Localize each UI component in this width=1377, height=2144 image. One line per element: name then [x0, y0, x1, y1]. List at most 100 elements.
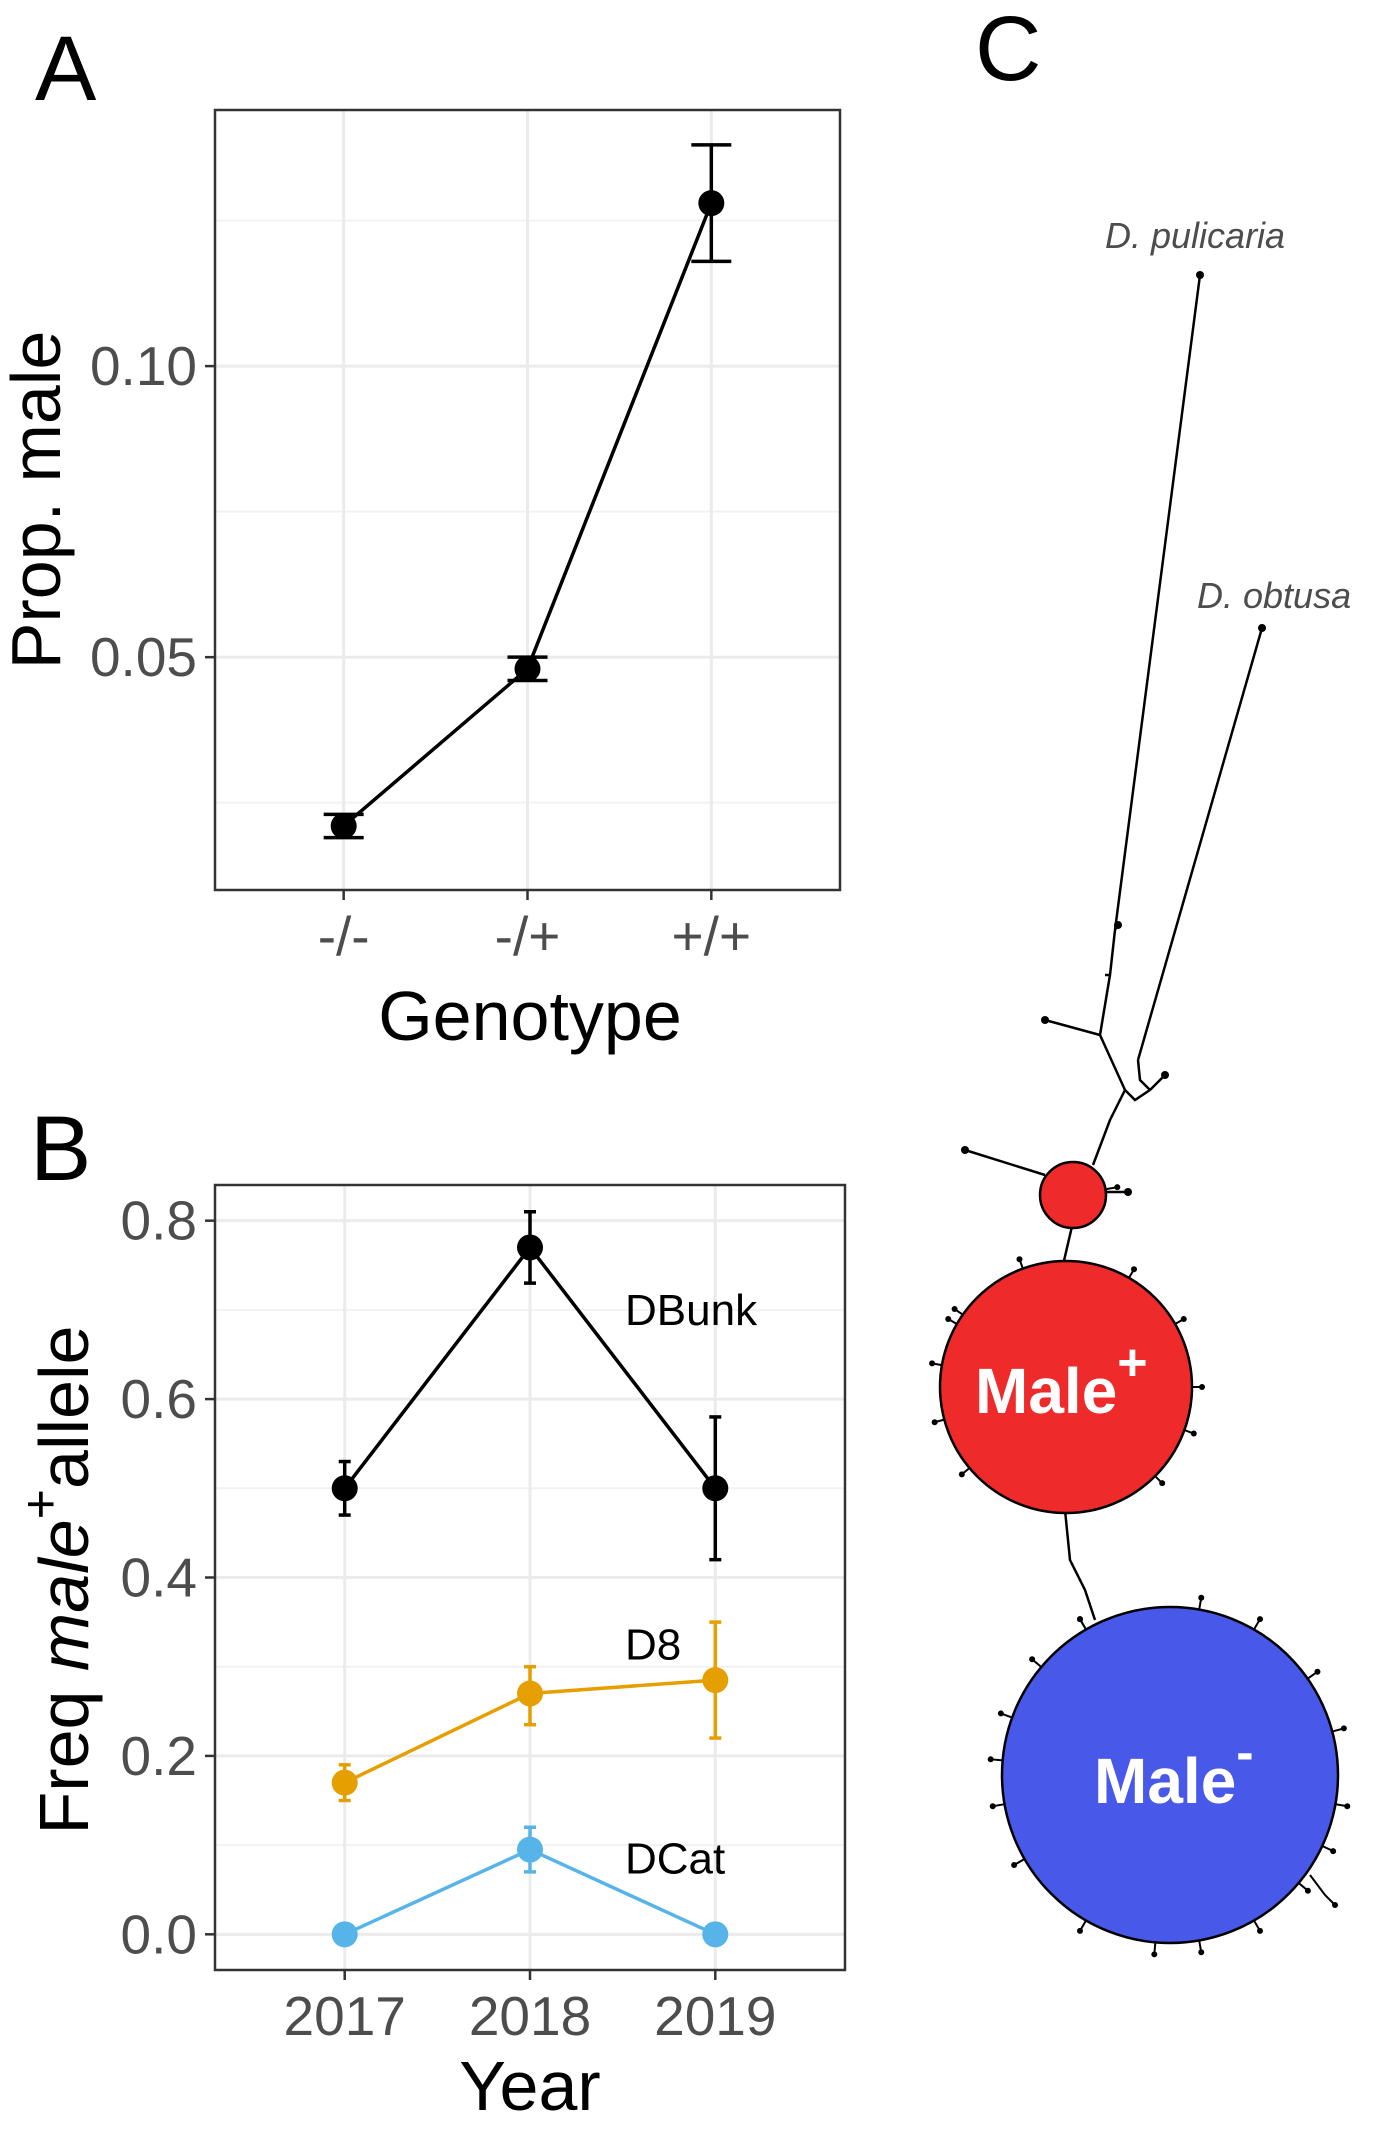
b-y-tick-label: 0.4 [121, 1547, 197, 1609]
singleton-dot [1198, 1949, 1205, 1956]
b-data-point [517, 1234, 543, 1261]
series-label-2: DCat [625, 1834, 725, 1883]
singleton-dot [1016, 1256, 1023, 1263]
b-data-point [517, 1680, 543, 1707]
network-tip [1124, 1188, 1132, 1196]
network-tip [1114, 921, 1122, 929]
network-tip [1161, 1071, 1169, 1079]
panel-a-points [323, 143, 732, 840]
panel-a-chart: 0.05 0.10 -/- -/+ +/+ Genotype Prop. male [0, 108, 842, 1055]
singleton-dot [987, 1756, 994, 1763]
b-data-point [517, 1836, 543, 1863]
singleton-dot [1151, 1951, 1158, 1958]
singleton-dot [1257, 1927, 1263, 1934]
b-y-tick-label: 0.6 [121, 1368, 197, 1430]
a-data-point [514, 655, 541, 682]
b-data-point [331, 1475, 358, 1502]
species-label-pulicaria: D. pulicaria [1105, 215, 1285, 256]
node-label-male-plus: Male+ [975, 1334, 1148, 1427]
a-data-point [698, 190, 725, 217]
edge-pulicaria [1098, 274, 1202, 1036]
b-y-tick-label: 0.8 [121, 1190, 197, 1252]
edge-branch-mid [1098, 1034, 1127, 1091]
singleton-dot [1114, 1184, 1121, 1191]
edge-branch-left [1044, 1018, 1101, 1037]
singleton-dot [1257, 1616, 1263, 1623]
edge-red-to-blue [1063, 1509, 1097, 1621]
singleton-dot [1199, 1384, 1205, 1390]
b-data-point [702, 1475, 729, 1502]
b-data-point [702, 1667, 729, 1694]
singleton-dot [1029, 1656, 1036, 1663]
panel-a-grid [215, 110, 840, 890]
b-x-tick-label: 2017 [284, 1985, 406, 2047]
singleton-dot [997, 1710, 1004, 1717]
singleton-dot [931, 1419, 938, 1426]
panel-letter-b: B [30, 1098, 91, 1200]
singleton-dot [1344, 1803, 1351, 1810]
b-x-tick-label: 2018 [469, 1985, 591, 2047]
b-data-point [331, 1769, 358, 1796]
edge-small-node-left [964, 1148, 1046, 1177]
singleton-dot [1011, 1862, 1018, 1868]
series-label-1: D8 [625, 1620, 681, 1669]
singleton-dot [1304, 1887, 1311, 1894]
network-tip [1258, 624, 1266, 632]
network-edges [964, 274, 1264, 1621]
network-tip [1196, 271, 1204, 279]
network-tip-dots [929, 271, 1351, 1958]
a-y-tick-label: 0.05 [90, 626, 197, 688]
b-data-point [702, 1921, 729, 1948]
haplotype-network: D. pulicaria D. obtusa Male+ Male- [929, 215, 1351, 1958]
panel-a-ticks: 0.05 0.10 -/- -/+ +/+ [90, 335, 751, 967]
panel-a-x-title: Genotype [378, 977, 682, 1055]
network-tip [1332, 1902, 1338, 1908]
panel-b-ticks: 0.0 0.2 0.4 0.6 0.8 2017 2018 2019 [121, 1190, 777, 2047]
a-data-point [330, 812, 357, 839]
panel-b-series-labels: DBunk D8 DCat [625, 1286, 758, 1884]
singleton-dot [1077, 1616, 1083, 1623]
a-y-tick-label: 0.10 [90, 335, 197, 397]
panel-b-x-title: Year [459, 2047, 600, 2125]
network-node-small [1038, 1160, 1108, 1230]
network-node-male-minus [1000, 1605, 1340, 1945]
a-x-tick-label: +/+ [672, 905, 752, 967]
singleton-dot [951, 1305, 958, 1312]
panel-b-y-title: Freq male+allele [12, 1326, 103, 1835]
edge-obtusa [1136, 627, 1264, 1061]
singleton-dot [1314, 1668, 1321, 1675]
a-x-tick-label: -/+ [495, 905, 561, 967]
b-x-tick-label: 2019 [654, 1985, 776, 2047]
singleton-dot [945, 1316, 952, 1322]
a-x-tick-label: -/- [318, 905, 370, 967]
b-data-point [331, 1921, 358, 1948]
series-label-0: DBunk [625, 1286, 758, 1335]
singleton-dot [1131, 1266, 1137, 1273]
singleton-dot [1330, 1848, 1337, 1855]
singleton-dot [1340, 1725, 1347, 1732]
edge-branch-obtusa-base [1136, 1059, 1151, 1091]
panel-b-points [331, 1210, 729, 1948]
edge-to-small-node [1091, 1089, 1127, 1166]
singleton-dot [989, 1803, 996, 1810]
node-label-male-minus: Male- [1094, 1724, 1254, 1817]
b-y-tick-label: 0.0 [121, 1903, 197, 1965]
singleton-dot [1159, 1480, 1166, 1487]
species-label-obtusa: D. obtusa [1197, 575, 1351, 616]
singleton-dot [1077, 1927, 1083, 1934]
network-tip [961, 1146, 969, 1154]
singleton-dot [1198, 1594, 1205, 1601]
b-y-tick-label: 0.2 [121, 1725, 197, 1787]
blue-node-side-branch [1309, 1874, 1336, 1906]
network-tip [1041, 1016, 1049, 1024]
panel-letter-c: C [975, 0, 1041, 100]
singleton-dot [929, 1360, 936, 1367]
singleton-dot [1180, 1316, 1187, 1322]
singleton-dot [1190, 1430, 1197, 1437]
singleton-dot [958, 1471, 965, 1478]
panel-letter-a: A [35, 18, 97, 120]
edge-twig-b [1124, 1088, 1151, 1102]
panel-a-y-title: Prop. male [0, 331, 75, 669]
